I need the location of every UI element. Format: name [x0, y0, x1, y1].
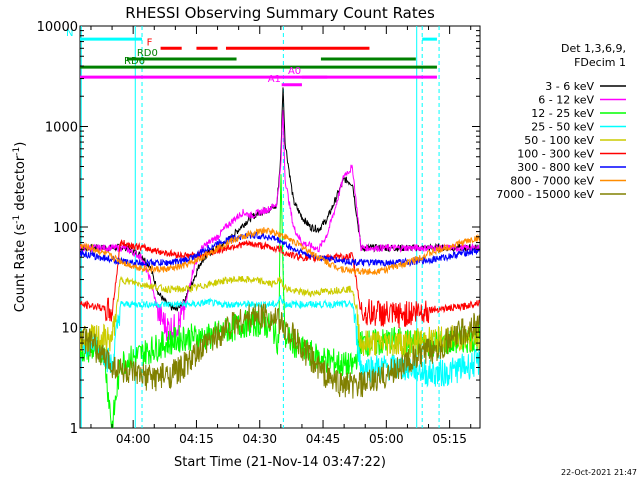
y-tick-label: 100 [53, 221, 78, 236]
y-tick-label: 1 [70, 422, 78, 437]
legend-label-6: 300 - 800 keV [517, 161, 594, 174]
x-axis-label: Start Time (21-Nov-14 03:47:22) [174, 455, 386, 470]
y-axis-label-mid: detector [13, 155, 28, 215]
series-line-5 [80, 239, 480, 329]
x-tick-label: 04:15 [179, 432, 214, 446]
status-bar-label: A1 [268, 74, 281, 85]
x-axis: 04:00 04:15 04:30 04:45 05:00 05:15 [90, 26, 472, 446]
y-axis: 1 10 100 1000 10000 [37, 20, 480, 437]
legend-label-4: 50 - 100 keV [524, 134, 594, 147]
y-axis-label: Count Rate (s-1 detector-1) [12, 142, 28, 313]
status-bar-label: RD0 [137, 48, 158, 59]
footer-date: 22-Oct-2021 21:47 [561, 468, 637, 477]
y-axis-label-sup1: -1 [12, 215, 22, 224]
legend-label-3: 25 - 50 keV [531, 121, 594, 134]
x-tick-label: 04:45 [306, 432, 341, 446]
legend-label-1: 6 - 12 keV [538, 94, 594, 107]
y-tick-label: 10000 [37, 20, 78, 35]
legend-header-1: Det 1,3,6,9, [561, 42, 626, 55]
x-tick-label: 05:15 [432, 432, 467, 446]
legend-header-2: FDecim 1 [574, 56, 626, 69]
y-tick-label: 1000 [45, 121, 78, 136]
legend-label-5: 100 - 300 keV [517, 148, 594, 161]
status-bar-label: RD6 [124, 56, 145, 67]
legend-label-0: 3 - 6 keV [545, 80, 594, 93]
y-axis-label-sup2: -1 [12, 147, 22, 156]
chart-title: RHESSI Observing Summary Count Rates [125, 4, 435, 22]
series-line-1 [80, 110, 480, 342]
status-bar-label: A0 [288, 66, 301, 77]
x-tick-label: 05:00 [369, 432, 404, 446]
legend-label-2: 12 - 25 keV [531, 107, 594, 120]
x-tick-label: 04:00 [116, 432, 151, 446]
series-line-6 [80, 230, 480, 268]
legend-label-7: 800 - 7000 keV [510, 175, 594, 188]
legend-label-8: 7000 - 15000 keV [496, 188, 594, 201]
series-line-7 [80, 227, 480, 276]
series-group [80, 26, 480, 428]
status-bar-label: N [66, 28, 73, 39]
y-axis-label-end: ) [13, 142, 28, 147]
series-line-2 [80, 174, 480, 428]
y-tick-label: 10 [61, 322, 78, 337]
y-axis-label-main: Count Rate (s [13, 224, 28, 313]
status-bar-label: F [147, 37, 153, 48]
x-tick-label: 04:30 [242, 432, 277, 446]
series-line-8 [80, 303, 480, 399]
